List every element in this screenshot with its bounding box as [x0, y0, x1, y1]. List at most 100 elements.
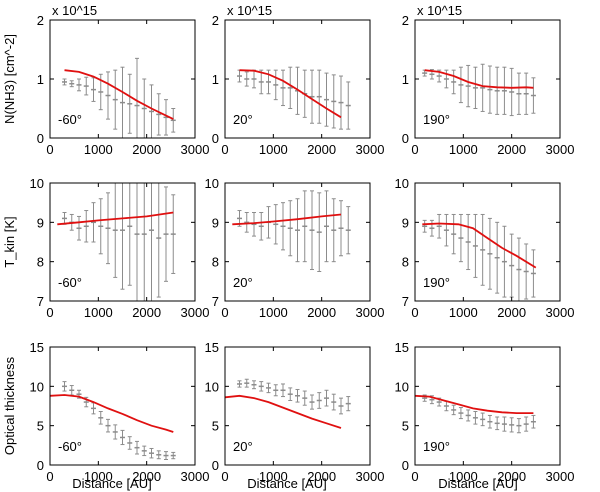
scale-multiplier: x 10^15 [417, 3, 462, 18]
x-tick-label: 2000 [497, 469, 526, 484]
y-tick-label: 1 [37, 72, 44, 87]
panel-label: 190° [423, 112, 450, 127]
x-tick-label: 1000 [449, 305, 478, 320]
x-tick-label: 3000 [181, 469, 210, 484]
y-tick-label: 7 [37, 294, 44, 309]
x-tick-label: 1000 [259, 469, 288, 484]
observed-series [237, 190, 351, 272]
x-tick-label: 1000 [84, 142, 113, 157]
y-tick-label: 1 [212, 72, 219, 87]
y-tick-label: 2 [402, 13, 409, 28]
x-tick-label: 3000 [181, 305, 210, 320]
y-axis-label: N(NH3) [cm^-2] [2, 34, 17, 124]
y-tick-label: 10 [205, 379, 219, 394]
x-tick-label: 1000 [449, 469, 478, 484]
y-tick-label: 1 [402, 72, 409, 87]
x-tick-label: 2000 [132, 469, 161, 484]
scale-multiplier: x 10^15 [227, 3, 272, 18]
panel-label: -60° [58, 439, 82, 454]
x-tick-label: 3000 [356, 469, 385, 484]
axes-frame [49, 182, 196, 302]
observed-series [237, 66, 351, 130]
x-tick-label: 1000 [449, 142, 478, 157]
panel-label: 20° [233, 112, 253, 127]
x-tick-label: 2000 [497, 305, 526, 320]
panel-r0c1: 0 1000 2000 3000 0 1 2 20° x 10^15 [212, 3, 385, 157]
y-tick-label: 15 [205, 340, 219, 355]
y-tick-label: 8 [212, 255, 219, 270]
panel-r2c2: 0 1000 2000 3000 0 5 10 15 190° [395, 340, 575, 484]
axes-frame [224, 346, 371, 466]
y-tick-label: 10 [395, 379, 409, 394]
plot-area [225, 347, 370, 465]
panel-r0c2: 0 1000 2000 3000 0 1 2 190° x 10^15 [402, 3, 575, 157]
x-tick-label: 3000 [181, 142, 210, 157]
x-tick-label: 1000 [259, 142, 288, 157]
y-tick-label: 15 [395, 340, 409, 355]
x-tick-label: 2000 [307, 142, 336, 157]
axes-frame [49, 346, 196, 466]
x-axis-label-col1: Distance [AU] [72, 476, 151, 491]
x-tick-label: 3000 [546, 469, 575, 484]
x-axis-label-col2: Distance [AU] [247, 476, 326, 491]
model-line [232, 213, 342, 226]
x-tick-label: 0 [221, 469, 228, 484]
y-axis-label: Optical thickness [2, 356, 17, 455]
x-tick-label: 1000 [84, 305, 113, 320]
x-tick-label: 0 [46, 305, 53, 320]
y-tick-label: 10 [395, 176, 409, 191]
y-tick-label: 9 [37, 215, 44, 230]
y-tick-label: 0 [37, 458, 44, 473]
x-tick-label: 0 [221, 142, 228, 157]
observed-series [422, 63, 536, 117]
panel-label: 20° [233, 439, 253, 454]
x-tick-label: 0 [411, 469, 418, 484]
panel-label: 190° [423, 275, 450, 290]
observed-series [62, 57, 176, 138]
x-tick-label: 3000 [356, 142, 385, 157]
observed-series [422, 394, 536, 434]
y-tick-label: 0 [402, 131, 409, 146]
y-tick-label: 10 [205, 176, 219, 191]
x-tick-label: 0 [46, 469, 53, 484]
y-tick-label: 8 [37, 255, 44, 270]
y-tick-label: 2 [212, 13, 219, 28]
y-tick-label: 8 [402, 255, 409, 270]
x-tick-label: 2000 [307, 305, 336, 320]
x-tick-label: 1000 [84, 469, 113, 484]
model-line [57, 211, 174, 226]
y-tick-label: 0 [212, 458, 219, 473]
y-tick-label: 0 [212, 131, 219, 146]
y-axis-label: T_kin [K] [2, 216, 17, 267]
x-tick-label: 2000 [497, 142, 526, 157]
model-line [422, 222, 537, 269]
axes-frame [224, 182, 371, 302]
scale-multiplier: x 10^15 [52, 3, 97, 18]
y-tick-label: 9 [402, 215, 409, 230]
y-tick-label: 15 [30, 340, 44, 355]
panel-label: 190° [423, 439, 450, 454]
panel-label: 20° [233, 275, 253, 290]
model-line [239, 69, 342, 119]
y-tick-label: 7 [402, 294, 409, 309]
x-tick-label: 2000 [132, 305, 161, 320]
x-tick-label: 0 [411, 305, 418, 320]
y-tick-label: 0 [37, 131, 44, 146]
model-line [424, 69, 534, 89]
y-tick-label: 9 [212, 215, 219, 230]
panel-r1c2: 0 1000 2000 3000 7 8 9 10 190° [395, 176, 575, 320]
observed-series [62, 381, 176, 460]
x-tick-label: 3000 [356, 305, 385, 320]
panel-r2c0: 0 1000 2000 3000 0 5 10 15 -60° Optical thickness [2, 340, 209, 484]
plot-area [50, 347, 195, 465]
model-line [415, 394, 534, 415]
y-tick-label: 0 [402, 458, 409, 473]
model-line [225, 394, 342, 429]
x-tick-label: 0 [46, 142, 53, 157]
model-line [50, 394, 174, 433]
x-tick-label: 2000 [132, 142, 161, 157]
panel-label: -60° [58, 112, 82, 127]
axes-frame [414, 346, 561, 466]
